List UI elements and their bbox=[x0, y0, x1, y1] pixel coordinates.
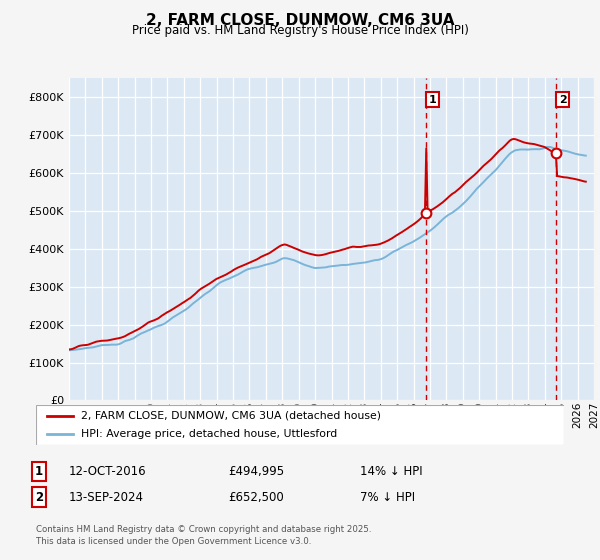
Text: HPI: Average price, detached house, Uttlesford: HPI: Average price, detached house, Uttl… bbox=[81, 430, 337, 439]
Text: 2, FARM CLOSE, DUNMOW, CM6 3UA (detached house): 2, FARM CLOSE, DUNMOW, CM6 3UA (detached… bbox=[81, 411, 381, 421]
Text: £494,995: £494,995 bbox=[228, 465, 284, 478]
Text: 1: 1 bbox=[429, 95, 437, 105]
Text: 14% ↓ HPI: 14% ↓ HPI bbox=[360, 465, 422, 478]
Text: £652,500: £652,500 bbox=[228, 491, 284, 504]
Text: 13-SEP-2024: 13-SEP-2024 bbox=[69, 491, 144, 504]
Text: Price paid vs. HM Land Registry's House Price Index (HPI): Price paid vs. HM Land Registry's House … bbox=[131, 24, 469, 37]
Text: 12-OCT-2016: 12-OCT-2016 bbox=[69, 465, 146, 478]
Text: 1: 1 bbox=[35, 465, 43, 478]
Text: 2: 2 bbox=[35, 491, 43, 504]
Text: 2, FARM CLOSE, DUNMOW, CM6 3UA: 2, FARM CLOSE, DUNMOW, CM6 3UA bbox=[146, 13, 454, 28]
Text: Contains HM Land Registry data © Crown copyright and database right 2025.
This d: Contains HM Land Registry data © Crown c… bbox=[36, 525, 371, 546]
FancyBboxPatch shape bbox=[36, 405, 564, 445]
Text: 2: 2 bbox=[559, 95, 566, 105]
Text: 7% ↓ HPI: 7% ↓ HPI bbox=[360, 491, 415, 504]
